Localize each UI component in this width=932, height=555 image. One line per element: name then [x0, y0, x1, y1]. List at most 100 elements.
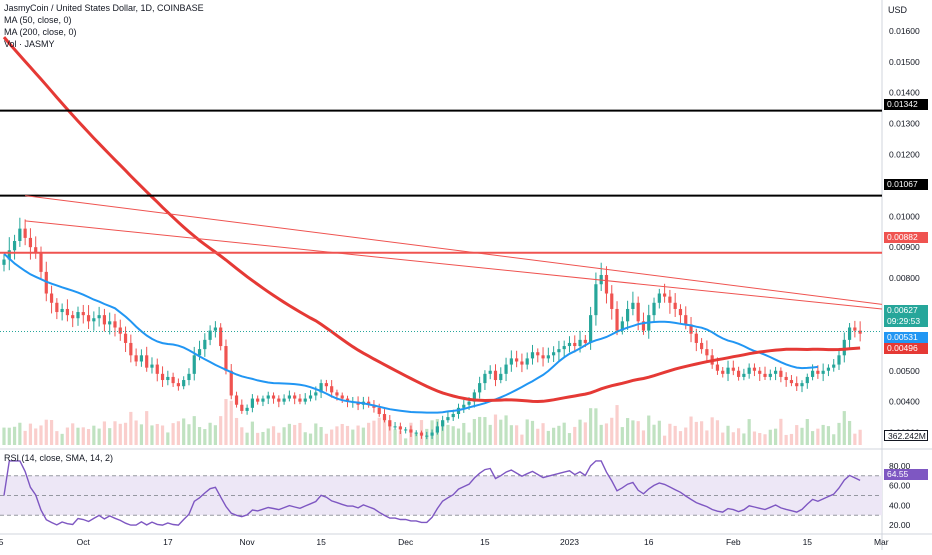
volume-bar	[768, 429, 772, 445]
candle-body	[472, 392, 476, 402]
volume-bar	[330, 429, 334, 445]
candle-body	[567, 342, 572, 347]
volume-bar	[515, 425, 519, 445]
candle-body	[335, 392, 339, 396]
ma50-legend[interactable]: MA (50, close, 0)	[4, 15, 72, 25]
volume-bar	[345, 425, 350, 445]
volume-bar	[456, 428, 461, 445]
volume-bar	[86, 429, 91, 445]
candle-body	[652, 302, 656, 316]
volume-bar	[832, 434, 836, 445]
volume-bar	[12, 426, 17, 445]
volume-bar	[763, 434, 767, 445]
volume-bar	[837, 422, 841, 445]
candle-body	[123, 333, 128, 343]
candle-body	[319, 383, 323, 393]
volume-bar	[182, 418, 186, 445]
volume-bar	[192, 416, 196, 445]
ma50-badge: 0.00531	[884, 332, 928, 343]
candle-body	[752, 367, 757, 371]
candle-body	[726, 367, 730, 374]
candle-body	[256, 398, 260, 402]
candle-body	[610, 293, 614, 309]
candle-body	[155, 364, 159, 374]
candle-body	[12, 240, 17, 251]
candle-body	[525, 358, 529, 365]
candle-body	[2, 259, 6, 265]
volume-bar	[779, 418, 783, 445]
volume-bar	[129, 411, 133, 445]
volume-bar	[39, 425, 43, 445]
volume-bar	[23, 430, 27, 445]
volume-bar	[282, 427, 286, 445]
candle-body	[530, 352, 535, 359]
volume-bar	[2, 427, 6, 445]
volume-bar	[81, 427, 85, 445]
candle-body	[821, 370, 825, 374]
volume-bar	[647, 415, 651, 445]
candle-body	[573, 342, 577, 347]
volume-bar	[49, 420, 54, 445]
candle-body	[229, 370, 233, 396]
candle-body	[673, 302, 677, 309]
candle-body	[81, 312, 85, 316]
volume-bar	[197, 427, 202, 445]
volume-bar	[361, 427, 365, 445]
volume-bar	[525, 419, 529, 445]
volume-bar	[726, 425, 730, 445]
volume-bar	[351, 429, 355, 445]
volume-bar	[377, 417, 381, 445]
trendline-upper[interactable]	[25, 195, 883, 305]
rsi-legend[interactable]: RSI (14, close, SMA, 14, 2)	[4, 453, 114, 463]
volume-bar	[319, 427, 323, 445]
candle-body	[39, 253, 43, 272]
x-tick-label: 15	[0, 537, 4, 547]
volume-bar	[245, 432, 249, 445]
volume-bar	[567, 433, 572, 445]
candle-body	[430, 432, 434, 436]
volume-bar	[715, 420, 720, 445]
volume-bar	[287, 423, 291, 445]
volume-bar	[102, 421, 107, 445]
candle-body	[615, 308, 619, 331]
candle-body	[277, 398, 281, 402]
volume-bar	[303, 432, 307, 445]
y-tick-label: 0.00800	[889, 273, 920, 283]
volume-bar	[657, 420, 661, 445]
candle-body	[773, 370, 778, 374]
candle-body	[282, 398, 286, 402]
volume-bar	[684, 427, 688, 445]
candle-body	[345, 398, 350, 402]
candle-body	[393, 426, 397, 428]
volume-bar	[171, 423, 175, 445]
volume-bar	[266, 428, 270, 445]
candle-body	[314, 392, 318, 396]
candle-body	[509, 358, 513, 365]
candle-body	[208, 330, 212, 340]
volume-bar	[589, 408, 593, 445]
candle-body	[65, 308, 70, 316]
volume-bar	[789, 433, 794, 445]
volume-bar	[800, 427, 804, 445]
y-tick-label: 0.01400	[889, 88, 920, 98]
candle-body	[488, 370, 492, 374]
candle-body	[689, 324, 693, 334]
candle-body	[171, 376, 175, 384]
volume-bar	[721, 432, 725, 445]
candle-body	[467, 401, 471, 405]
rsi-tick-label: 80.00	[889, 461, 911, 471]
candle-body	[266, 395, 270, 399]
x-tick-label: Feb	[726, 537, 741, 547]
volume-legend[interactable]: Vol · JASMY	[4, 39, 55, 49]
candle-body	[795, 383, 799, 387]
volume-bar	[731, 432, 735, 445]
ma50-line	[3, 252, 819, 414]
trendline-lower[interactable]	[25, 220, 883, 310]
candle-body	[129, 342, 133, 356]
ma200-legend[interactable]: MA (200, close, 0)	[4, 27, 77, 37]
volume-bar	[18, 422, 22, 445]
volume-bar	[462, 422, 466, 445]
volume-bar	[108, 428, 112, 445]
